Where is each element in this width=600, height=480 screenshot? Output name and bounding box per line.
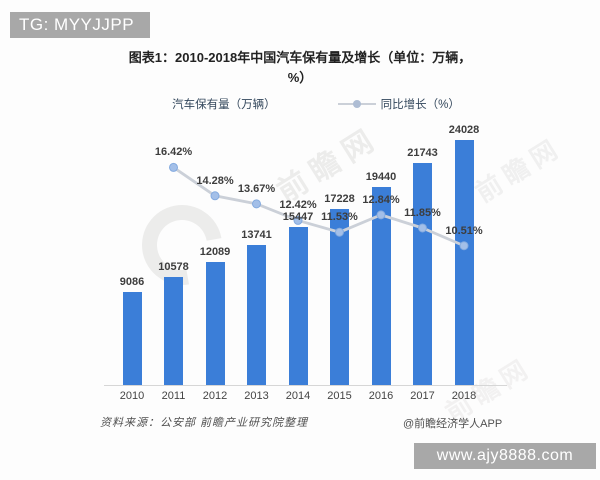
growth-label-2017: 11.85% <box>404 206 441 219</box>
bar-value-label-2016: 19440 <box>365 170 397 183</box>
x-axis-label-2015: 2015 <box>327 390 352 402</box>
growth-label-2018: 10.51% <box>445 224 483 237</box>
x-axis-label-2011: 2011 <box>161 390 186 402</box>
site-watermark-banner: www.ajy8888.com <box>414 443 596 469</box>
x-axis-label-2013: 2013 <box>244 390 269 402</box>
bar-value-label-2012: 12089 <box>199 245 231 258</box>
bar-2010 <box>122 292 142 385</box>
growth-label-2011: 16.42% <box>154 146 193 159</box>
bar-value-label-2013: 13741 <box>241 228 272 241</box>
growth-marker-2011 <box>169 162 178 172</box>
chart-legend: 汽车保有量（万辆） 同比增长（%） <box>0 96 600 112</box>
bar-2018 <box>454 139 474 385</box>
bar-2015 <box>330 209 349 385</box>
bar-value-label-2014: 15447 <box>282 211 314 224</box>
growth-label-2015: 11.53% <box>321 211 358 224</box>
bar-2017 <box>413 163 432 385</box>
growth-label-2012: 14.28% <box>196 174 234 187</box>
source-note: 资料来源：公安部 前瞻产业研究院整理 <box>100 417 309 429</box>
bar-value-label-2017: 21743 <box>407 147 438 160</box>
bar-2014 <box>288 227 308 385</box>
x-axis-label-2017: 2017 <box>410 390 435 402</box>
bar-series-label: 汽车保有量（万辆） <box>172 99 276 111</box>
bar-2012 <box>205 261 225 385</box>
growth-label-2016: 12.84% <box>362 193 400 206</box>
growth-label-2014: 12.42% <box>279 199 317 212</box>
growth-line-path <box>172 166 465 248</box>
site-watermark-text: www.ajy8888.com <box>436 447 574 464</box>
legend-item-bar-series: 汽车保有量（万辆） <box>140 96 276 112</box>
growth-marker-2014 <box>293 215 303 225</box>
bar-value-label-2018: 24028 <box>448 123 480 136</box>
tg-watermark-banner: TG: MYYJJPP <box>10 12 150 38</box>
bar-2016 <box>371 186 391 385</box>
credit-text: @前瞻经济学人APP <box>403 418 503 430</box>
x-axis-line <box>104 385 507 386</box>
growth-marker-2018 <box>459 241 469 251</box>
line-series-label: 同比增长（%） <box>380 99 460 111</box>
legend-item-line-series: 同比增长（%） <box>337 96 460 112</box>
x-axis-label-2012: 2012 <box>202 390 228 402</box>
growth-marker-2013 <box>252 199 261 209</box>
x-axis-label-2016: 2016 <box>368 390 394 402</box>
bar-2013 <box>247 244 266 385</box>
bar-value-label-2011: 10578 <box>158 261 189 274</box>
bar-value-label-2010: 9086 <box>119 276 145 289</box>
x-axis-label-2014: 2014 <box>285 390 311 402</box>
x-axis-label-2018: 2018 <box>451 390 477 402</box>
growth-marker-2016 <box>376 210 386 220</box>
growth-marker-2017 <box>418 223 427 233</box>
tg-watermark-text: TG: MYYJJPP <box>19 15 135 34</box>
growth-marker-2012 <box>210 191 220 201</box>
x-axis-label-2010: 2010 <box>119 390 145 402</box>
chart-title: 图表1：2010-2018年中国汽车保有量及增长（单位：万辆，%） <box>128 50 472 85</box>
bar-value-label-2015: 17228 <box>324 193 355 206</box>
line-series-swatch-icon <box>337 100 376 108</box>
bar-2011 <box>164 277 183 385</box>
growth-marker-2015 <box>335 227 344 237</box>
growth-label-2013: 13.67% <box>237 182 276 195</box>
